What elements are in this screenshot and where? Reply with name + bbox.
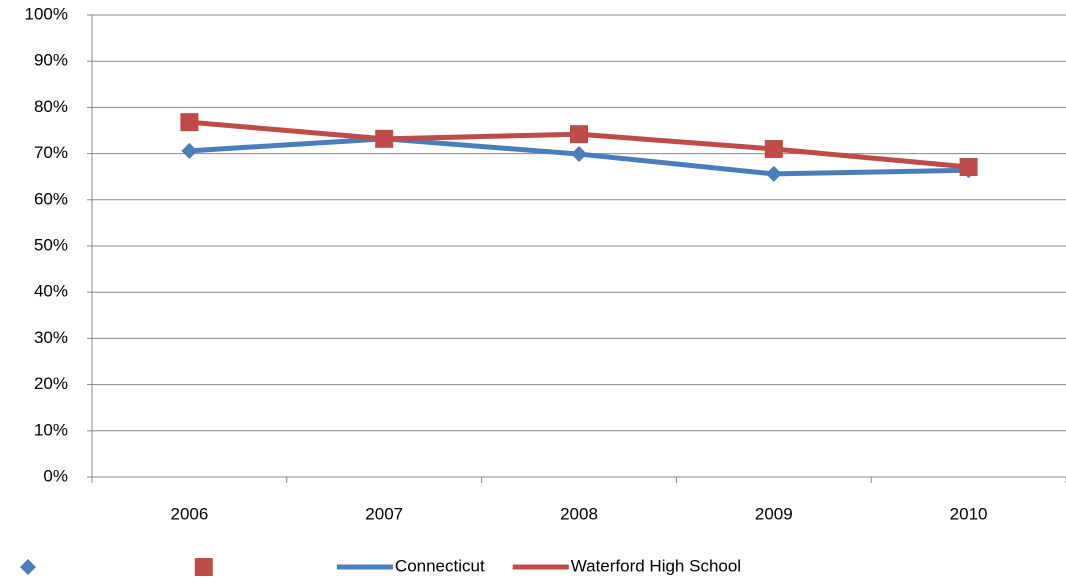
y-tick-label: 70% [34,143,68,162]
y-tick-label: 90% [34,51,68,70]
data-point [570,125,588,144]
x-tick-label: 2007 [365,504,403,523]
data-point [959,157,978,176]
legend: Connecticut Waterford High School [336,556,741,575]
y-tick-label: 100% [25,4,68,23]
legend-label: Waterford High School [571,556,741,575]
data-point [765,165,782,182]
y-tick-label: 10% [34,420,68,439]
y-tick-label: 0% [43,466,68,485]
x-tick-label: 2009 [755,504,793,523]
legend-label: Connecticut [395,556,485,575]
y-tick-label: 60% [34,189,68,208]
x-tick-label: 2010 [950,504,988,523]
data-point [764,139,783,158]
x-tick-label: 2006 [170,504,208,523]
y-tick-label: 50% [34,235,68,254]
y-tick-label: 20% [34,374,68,393]
y-tick-label: 80% [34,97,68,116]
data-point [375,129,394,148]
data-point [181,142,198,159]
y-tick-label: 30% [34,328,68,347]
data-point [571,146,587,163]
data-point [180,113,199,132]
x-tick-label: 2008 [560,504,598,523]
legend-marker [194,558,213,576]
y-tick-label: 40% [34,282,68,301]
legend-marker [20,559,36,575]
